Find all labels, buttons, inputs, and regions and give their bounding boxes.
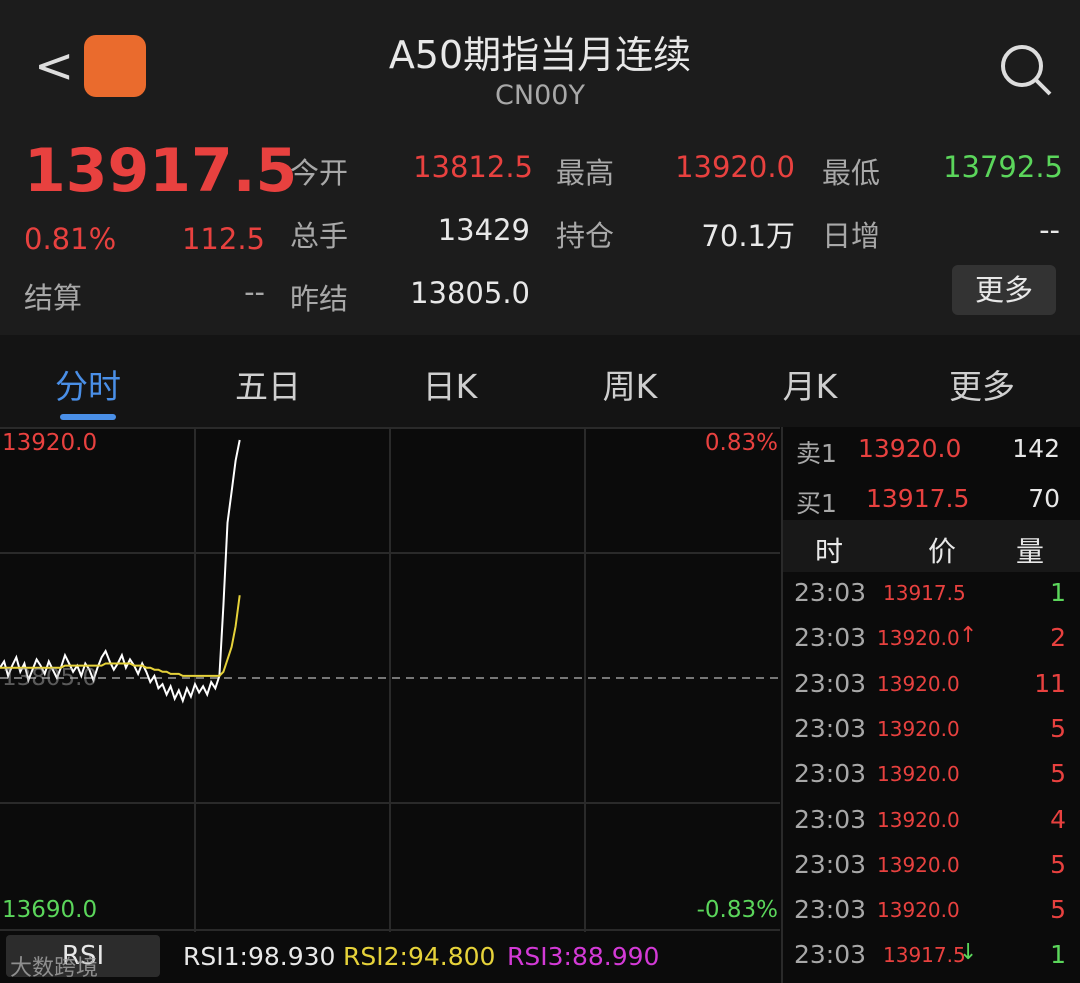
buy-price: 13917.5 <box>866 484 970 513</box>
sell-label: 卖1 <box>796 439 837 468</box>
col-price: 价 <box>928 535 957 568</box>
code: CN00Y <box>495 80 585 111</box>
settle: -- <box>244 275 265 309</box>
list-header-bg <box>783 520 1080 572</box>
trade-arrow: ↓ <box>959 940 978 966</box>
trade-vol: 2 <box>1050 623 1066 653</box>
settle-label: 结算 <box>24 281 83 315</box>
tab[interactable]: 更多 <box>949 367 1015 406</box>
y-mid-label: 13805.0 <box>2 665 98 691</box>
col-time: 时 <box>815 535 844 568</box>
field-label: 持仓 <box>556 219 615 253</box>
tab[interactable]: 日K <box>422 367 478 406</box>
field-value: -- <box>1039 213 1060 247</box>
trade-price: 13920.0 <box>877 762 960 787</box>
trade-vol: 1 <box>1050 578 1066 607</box>
trade-vol: 5 <box>1050 713 1066 743</box>
trade-price: 13917.5 <box>883 581 966 605</box>
rsi2: RSI2:94.800 <box>343 942 496 971</box>
trade-price: 13920.0 <box>877 852 960 877</box>
tab-indicator <box>60 414 116 420</box>
header-bg <box>0 0 1080 335</box>
trade-time: 23:03 <box>794 713 867 743</box>
trade-vol: 1 <box>1050 940 1066 970</box>
trade-vol: 11 <box>1034 668 1066 698</box>
trade-vol: 4 <box>1050 804 1066 834</box>
rsi-button[interactable]: RSI <box>6 935 160 977</box>
app-logo <box>84 35 146 97</box>
sell-price: 13920.0 <box>858 434 962 463</box>
tabs-bg <box>0 335 1080 427</box>
trade-time: 23:03 <box>794 668 867 698</box>
trade-arrow: ↑ <box>959 623 978 649</box>
price-line <box>0 439 241 704</box>
tab[interactable]: 分时 <box>55 367 121 406</box>
buy-vol: 70 <box>1028 484 1060 513</box>
field-label: 最高 <box>556 156 615 190</box>
y-bottom-pct: -0.83% <box>696 897 778 923</box>
y-bottom-label: 13690.0 <box>2 897 98 923</box>
trade-price: 13920.0 <box>877 671 960 696</box>
buy-label: 买1 <box>796 489 837 518</box>
tab[interactable]: 周K <box>602 367 658 406</box>
avg-line <box>0 595 241 677</box>
trade-time: 23:03 <box>794 623 867 653</box>
trade-time: 23:03 <box>794 804 867 834</box>
field-value: 13429 <box>437 213 530 247</box>
trade-time: 23:03 <box>794 895 867 925</box>
y-top-label: 13920.0 <box>2 430 98 456</box>
trade-price: 13920.0 <box>877 898 960 923</box>
field-value: 13920.0 <box>675 150 795 184</box>
watermark: 大数跨境 <box>10 956 99 981</box>
trade-time: 23:03 <box>794 759 867 789</box>
field-label: 总手 <box>290 219 349 253</box>
more-button[interactable]: 更多 <box>952 265 1056 315</box>
field-value: 70.1万 <box>701 219 795 253</box>
y-top-pct: 0.83% <box>704 430 778 456</box>
trade-vol: 5 <box>1050 895 1066 925</box>
search-icon[interactable] <box>998 42 1054 98</box>
sell-vol: 142 <box>1012 434 1060 463</box>
tab[interactable]: 五日 <box>235 367 301 406</box>
title: A50期指当月连续 <box>388 33 692 77</box>
trade-price: 13920.0 <box>877 626 960 651</box>
trade-time: 23:03 <box>794 940 867 970</box>
trade-price: 13917.5 <box>883 943 966 968</box>
divider <box>781 427 783 983</box>
field-value: 13812.5 <box>413 150 533 184</box>
intraday-chart <box>0 427 780 932</box>
field-label: 日增 <box>822 219 881 253</box>
price: 13917.5 <box>24 136 298 206</box>
trade-time: 23:03 <box>794 849 867 879</box>
col-vol: 量 <box>1016 535 1045 568</box>
field-label: 最低 <box>822 156 881 190</box>
trade-time: 23:03 <box>794 578 867 607</box>
tab[interactable]: 月K <box>782 367 838 406</box>
pct: 0.81% <box>24 222 117 256</box>
trade-vol: 5 <box>1050 759 1066 789</box>
field-label: 今开 <box>290 156 349 190</box>
rsi1: RSI1:98.930 <box>183 942 336 971</box>
field-label: 昨结 <box>290 282 349 316</box>
back-button[interactable]: < <box>34 38 75 94</box>
change: 112.5 <box>181 222 265 256</box>
trade-price: 13920.0 <box>877 716 960 741</box>
field-value: 13792.5 <box>943 150 1063 184</box>
trade-vol: 5 <box>1050 849 1066 879</box>
rsi3: RSI3:88.990 <box>507 942 660 971</box>
field-value: 13805.0 <box>410 276 530 310</box>
trade-price: 13920.0 <box>877 807 960 832</box>
